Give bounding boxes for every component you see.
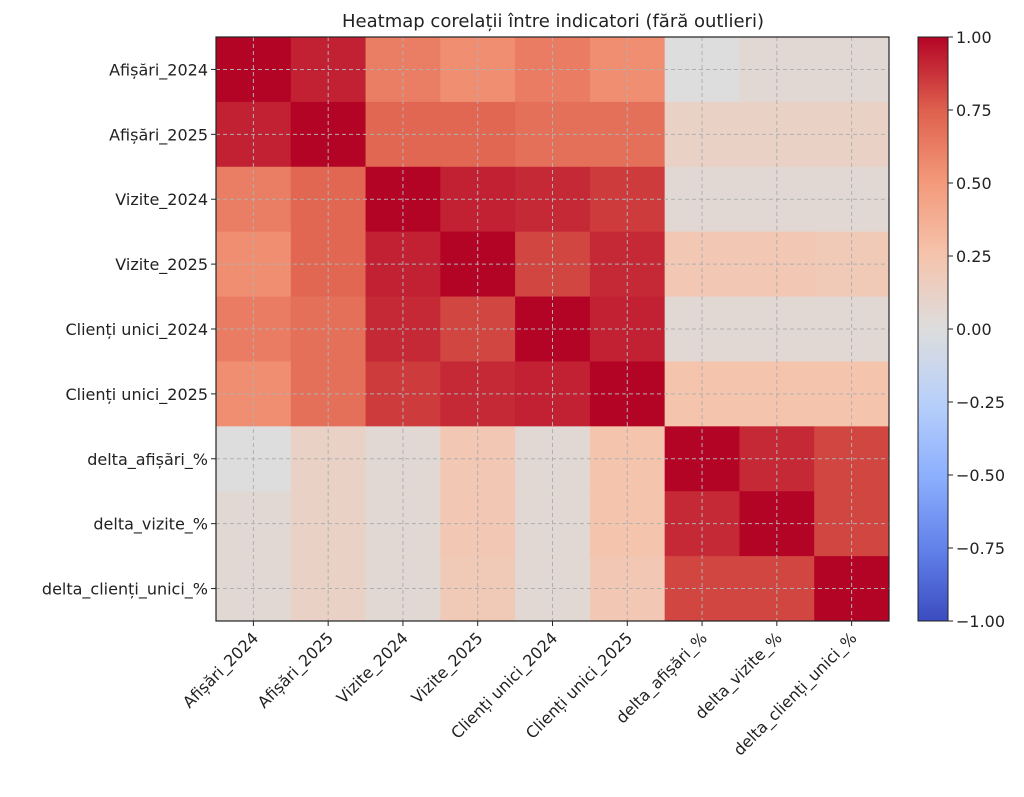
x-tick-label: Vizite_2024 [333, 628, 413, 708]
x-tick-label: Afișări_2024 [179, 628, 263, 712]
x-tick-label: Vizite_2025 [408, 628, 488, 708]
y-tick-label: Clienți unici_2024 [65, 320, 208, 340]
colorbar-tick-label: −0.50 [956, 466, 1005, 485]
colorbar-tick-label: 0.50 [956, 174, 992, 193]
y-tick-label: Afișări_2024 [109, 60, 208, 80]
y-tick-label: delta_vizite_% [93, 515, 208, 535]
colorbar-tick-label: −0.75 [956, 539, 1005, 558]
x-tick-label: delta_clienți_unici_% [730, 628, 862, 760]
y-tick-label: Afișări_2025 [109, 125, 208, 145]
y-tick-label: Clienți unici_2025 [65, 385, 208, 405]
colorbar-tick-label: 0.00 [956, 320, 992, 339]
colorbar-tick-label: 1.00 [956, 28, 992, 47]
y-tick-label: Vizite_2025 [115, 255, 208, 275]
y-tick-label: delta_clienți_unici_% [42, 580, 208, 600]
colorbar-tick-label: −0.25 [956, 393, 1005, 412]
colorbar [917, 36, 949, 622]
colorbar-tick-label: −1.00 [956, 612, 1005, 631]
colorbar-tick-label: 0.75 [956, 101, 992, 120]
y-tick-label: delta_afișări_% [87, 450, 208, 470]
colorbar-tick-label: 0.25 [956, 247, 992, 266]
plot-frame [215, 36, 890, 622]
chart-title: Heatmap corelații între indicatori (fără… [342, 11, 764, 32]
x-tick-label: Afișări_2025 [254, 628, 338, 712]
y-tick-label: Vizite_2024 [115, 190, 208, 210]
